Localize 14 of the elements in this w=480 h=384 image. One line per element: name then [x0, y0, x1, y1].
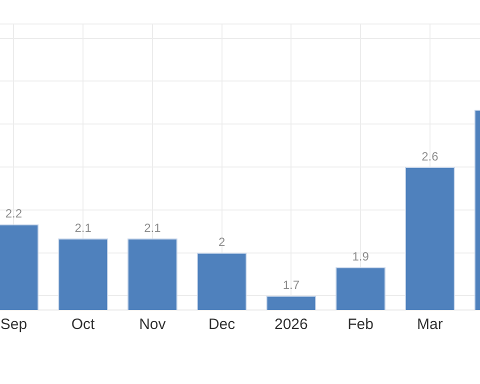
- x-tick-label: Dec: [208, 316, 236, 334]
- data-label: 2: [218, 235, 226, 250]
- x-tick-label: Mar: [417, 316, 443, 334]
- x-tick-label: Nov: [139, 316, 166, 334]
- x-tick-label: 2026: [274, 316, 308, 334]
- data-label: 2.1: [144, 220, 162, 235]
- data-label: 2.1: [74, 220, 92, 235]
- data-label: 2.6: [422, 149, 439, 164]
- x-tick-label: Sep: [0, 316, 28, 334]
- x-tick-label: Feb: [348, 316, 374, 334]
- x-tick-label: Oct: [71, 316, 96, 334]
- data-label: 2.2: [5, 206, 22, 221]
- data-label: 1.7: [282, 278, 300, 292]
- data-label: 1.9: [352, 249, 370, 264]
